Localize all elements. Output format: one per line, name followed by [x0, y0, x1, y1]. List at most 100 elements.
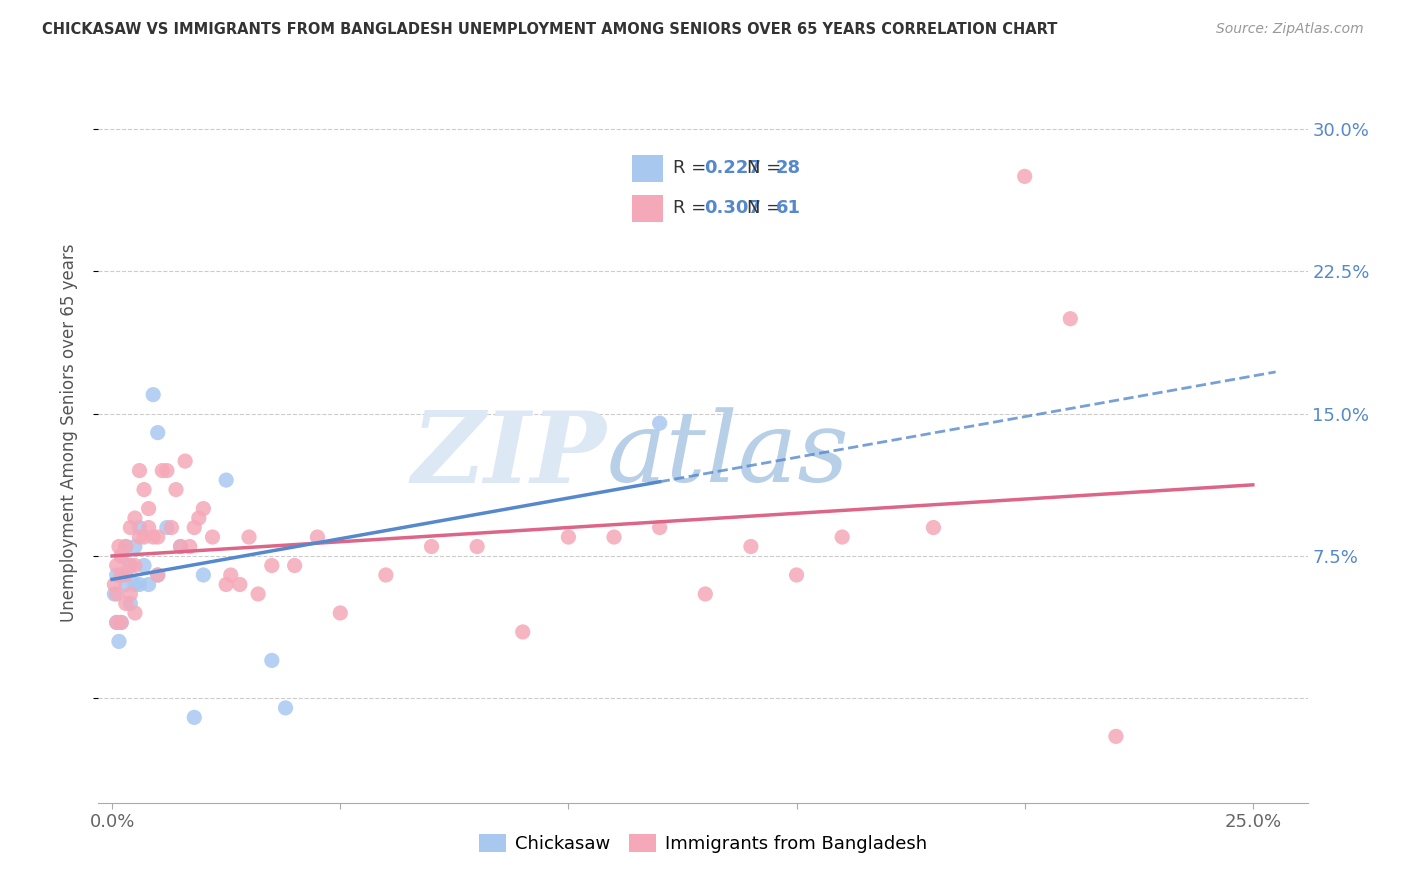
Text: 0.307: 0.307: [704, 199, 761, 218]
Point: [922, 520, 945, 534]
Point: [132, 558, 155, 573]
Point: [786, 568, 808, 582]
Text: 0.227: 0.227: [704, 159, 761, 178]
Point: [120, 520, 142, 534]
Point: [132, 530, 155, 544]
Point: [110, 568, 132, 582]
Point: [374, 568, 396, 582]
Point: [183, 710, 205, 724]
Point: [260, 558, 283, 573]
Point: [156, 464, 179, 478]
Point: [695, 587, 717, 601]
Point: [156, 520, 179, 534]
Point: [648, 520, 671, 534]
Point: [114, 540, 136, 554]
Point: [105, 615, 128, 630]
Point: [187, 511, 209, 525]
Point: [138, 520, 160, 534]
Point: [128, 464, 150, 478]
Point: [219, 568, 242, 582]
Point: [740, 540, 762, 554]
Point: [201, 530, 224, 544]
Point: [1105, 730, 1128, 744]
Point: [557, 530, 579, 544]
Point: [215, 577, 238, 591]
Point: [165, 483, 187, 497]
Point: [114, 568, 136, 582]
Point: [1059, 311, 1081, 326]
Point: [146, 530, 169, 544]
Point: [114, 540, 136, 554]
Text: 61: 61: [776, 199, 801, 218]
Point: [128, 520, 150, 534]
Point: [110, 568, 132, 582]
Point: [169, 540, 191, 554]
Point: [110, 615, 132, 630]
Point: [193, 501, 215, 516]
Point: [124, 577, 146, 591]
Point: [146, 425, 169, 440]
Point: [183, 520, 205, 534]
Text: R =: R =: [673, 159, 711, 178]
Point: [238, 530, 260, 544]
Point: [329, 606, 352, 620]
Point: [831, 530, 853, 544]
Point: [603, 530, 626, 544]
Point: [1014, 169, 1036, 184]
Point: [120, 587, 142, 601]
Point: [105, 568, 128, 582]
Point: [120, 558, 142, 573]
Point: [108, 540, 131, 554]
Point: [146, 568, 169, 582]
Point: [142, 530, 165, 544]
Point: [260, 653, 283, 667]
Point: [110, 549, 132, 563]
Point: [138, 501, 160, 516]
Point: [105, 615, 128, 630]
Point: [110, 615, 132, 630]
Point: [128, 530, 150, 544]
Text: Source: ZipAtlas.com: Source: ZipAtlas.com: [1216, 22, 1364, 37]
Point: [284, 558, 307, 573]
Point: [142, 387, 165, 401]
Point: [120, 597, 142, 611]
Point: [274, 701, 297, 715]
Point: [120, 558, 142, 573]
Point: [105, 587, 128, 601]
Point: [307, 530, 329, 544]
Point: [124, 511, 146, 525]
Point: [114, 577, 136, 591]
Point: [193, 568, 215, 582]
Text: atlas: atlas: [606, 407, 849, 502]
Point: [103, 587, 125, 601]
FancyBboxPatch shape: [633, 155, 664, 182]
Text: N =: N =: [747, 199, 787, 218]
Point: [179, 540, 201, 554]
Point: [169, 540, 191, 554]
Point: [648, 416, 671, 430]
Point: [174, 454, 197, 468]
Text: CHICKASAW VS IMMIGRANTS FROM BANGLADESH UNEMPLOYMENT AMONG SENIORS OVER 65 YEARS: CHICKASAW VS IMMIGRANTS FROM BANGLADESH …: [42, 22, 1057, 37]
Point: [132, 483, 155, 497]
Y-axis label: Unemployment Among Seniors over 65 years: Unemployment Among Seniors over 65 years: [59, 244, 77, 622]
Point: [420, 540, 443, 554]
Text: R =: R =: [673, 199, 711, 218]
Point: [229, 577, 252, 591]
Point: [215, 473, 238, 487]
Point: [103, 577, 125, 591]
Point: [124, 558, 146, 573]
Point: [124, 606, 146, 620]
Point: [465, 540, 488, 554]
Text: ZIP: ZIP: [412, 407, 606, 503]
Text: N =: N =: [747, 159, 787, 178]
Legend: Chickasaw, Immigrants from Bangladesh: Chickasaw, Immigrants from Bangladesh: [472, 827, 934, 861]
Point: [150, 464, 173, 478]
Point: [160, 520, 183, 534]
Point: [128, 577, 150, 591]
Point: [146, 568, 169, 582]
Text: 28: 28: [776, 159, 801, 178]
Point: [138, 577, 160, 591]
Point: [110, 549, 132, 563]
Point: [108, 634, 131, 648]
FancyBboxPatch shape: [633, 195, 664, 222]
